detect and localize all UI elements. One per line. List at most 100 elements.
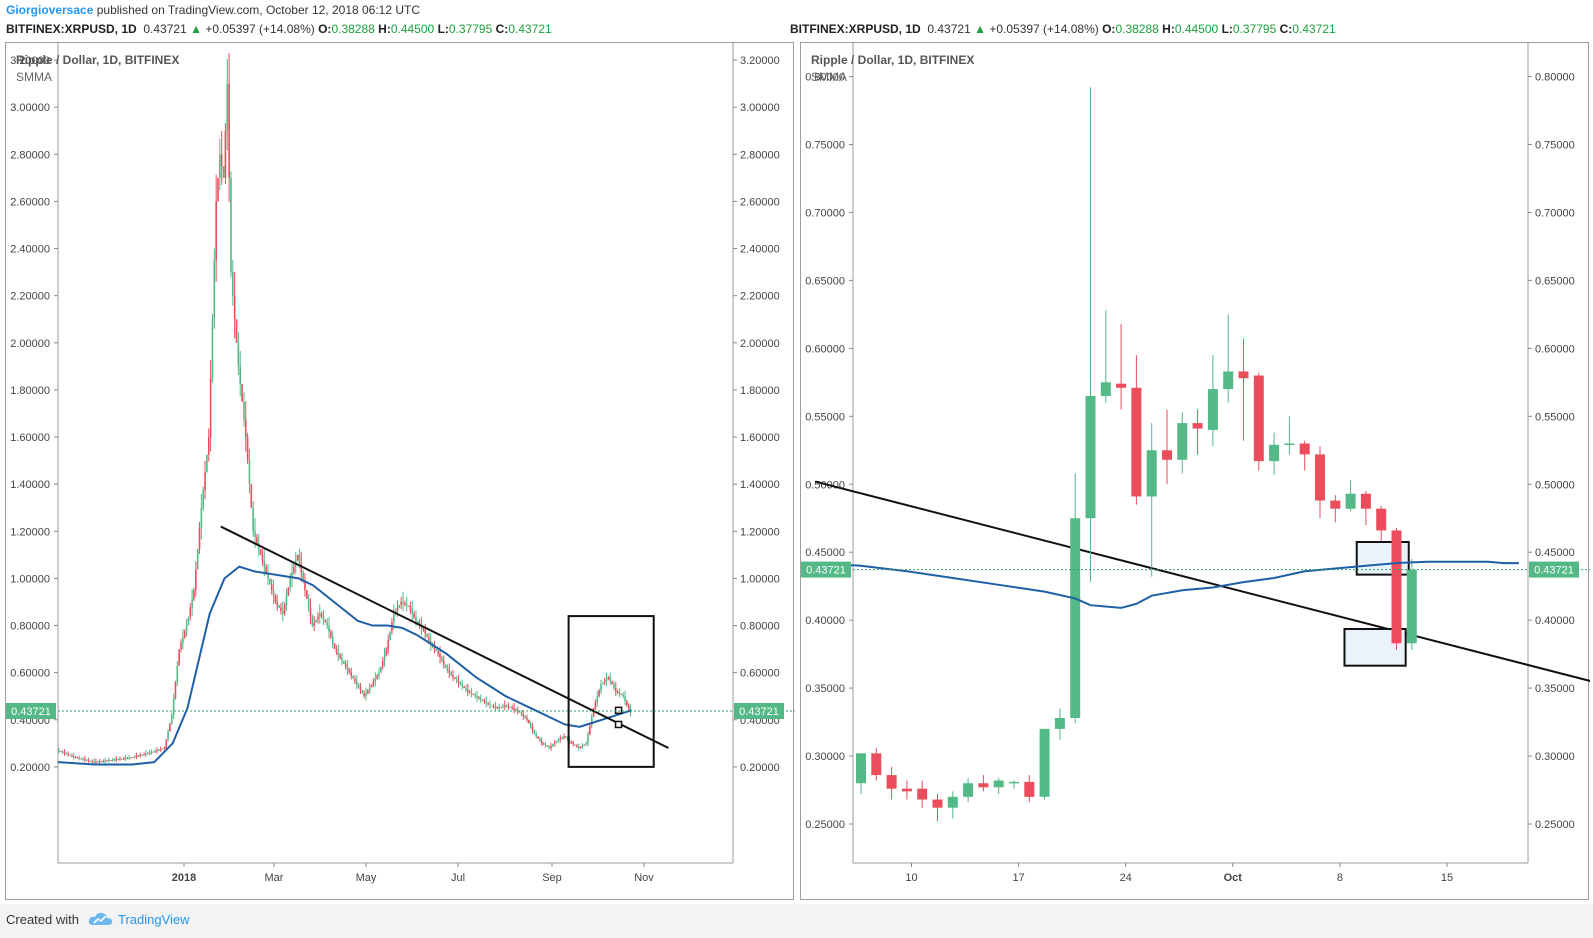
candle-body — [433, 646, 436, 650]
candle-body — [1177, 423, 1188, 460]
candle-body — [478, 697, 480, 699]
candle-body — [368, 687, 371, 691]
y-tick-label-right: 2.40000 — [740, 244, 780, 256]
candle-body — [417, 620, 419, 624]
y-tick-label-right: 1.60000 — [740, 432, 780, 444]
candle-body — [58, 750, 60, 752]
candle-body — [180, 643, 182, 650]
candle-body — [63, 752, 66, 754]
x-tick-label: Nov — [634, 872, 654, 884]
candle-body — [489, 704, 491, 706]
candle-body — [526, 717, 528, 720]
candle-body — [333, 643, 336, 650]
candle-body — [241, 384, 243, 402]
y-tick-label-right: 0.30000 — [1535, 751, 1575, 763]
x-tick-label: Mar — [265, 872, 284, 884]
candle-body — [293, 566, 295, 573]
candle-body — [122, 758, 125, 760]
candle-body — [411, 610, 414, 614]
chart-right-svg[interactable]: 0.80000 0.80000 0.75000 0.75000 0.70000 0.700… — [801, 43, 1590, 901]
highlight-box — [567, 615, 655, 768]
candle-body — [598, 690, 600, 697]
candle-body — [154, 750, 156, 752]
y-tick-label-right: 0.50000 — [1535, 479, 1575, 491]
candle-body — [1054, 717, 1065, 729]
y-tick-label-left: 0.35000 — [805, 683, 845, 695]
chart-panel-left[interactable]: 3.400003.400003.200003.200003.000003.000… — [5, 42, 795, 901]
candle-body — [219, 154, 221, 178]
candle-body — [428, 637, 430, 641]
candle-body — [856, 753, 866, 784]
y-tick-label-left: 1.60000 — [10, 432, 50, 444]
candle-body — [614, 687, 617, 692]
y-tick-label-right: 1.80000 — [740, 385, 780, 397]
candle-body — [82, 758, 84, 760]
candle-body — [513, 707, 515, 710]
candle-body — [396, 607, 399, 611]
candle-body — [330, 631, 332, 638]
candle-body — [1223, 371, 1234, 390]
candle-body — [263, 560, 266, 567]
chart-title: Ripple / Dollar, 1D, BITFINEX — [811, 53, 975, 67]
candle-body — [352, 675, 354, 679]
candle-body — [481, 699, 484, 701]
y-tick-label-right: 1.20000 — [740, 526, 780, 538]
candle-body — [383, 654, 386, 661]
candle-body — [285, 596, 288, 605]
candle-body — [217, 177, 219, 202]
chart-panel-right[interactable]: 0.80000 0.80000 0.75000 0.75000 0.70000 0.700… — [800, 42, 1590, 901]
candle-body — [355, 681, 358, 685]
candle-body — [313, 622, 316, 626]
candle-body — [132, 756, 134, 758]
candle-body — [89, 760, 92, 762]
tradingview-link[interactable]: TradingView — [118, 912, 190, 927]
candle-body — [574, 744, 576, 746]
candle-body — [176, 665, 179, 683]
candle-body — [590, 716, 593, 726]
high-value: 0.44500 — [390, 22, 435, 36]
candle-body — [233, 295, 236, 320]
x-tick-label: 10 — [905, 872, 917, 884]
candle-body — [466, 689, 469, 692]
y-tick-label-left: 0.50000 — [805, 479, 845, 491]
candle-body — [84, 759, 86, 761]
candle-body — [626, 700, 628, 706]
author-name[interactable]: Giorgioversace — [6, 3, 94, 17]
candle-body — [96, 761, 99, 763]
y-tick-label-right: 0.40000 — [1535, 615, 1575, 627]
candles-group — [58, 53, 632, 765]
tradingview-cloud-icon[interactable] — [88, 909, 114, 929]
up-arrow-icon: ▲ — [974, 22, 986, 36]
candle-body — [400, 601, 402, 605]
candle-body — [1070, 518, 1081, 718]
candle-body — [405, 604, 408, 606]
trendline — [220, 525, 669, 749]
candle-body — [189, 607, 192, 617]
y-tick-label-right: 3.20000 — [740, 55, 780, 67]
candle-body — [557, 739, 560, 741]
candle-body — [61, 751, 64, 753]
candle-body — [215, 201, 217, 261]
y-tick-label-left: 3.00000 — [10, 102, 50, 114]
candle-body — [439, 653, 441, 658]
x-tick-label: 24 — [1120, 872, 1132, 884]
chart-left-svg[interactable]: 3.400003.400003.200003.200003.000003.000… — [6, 43, 795, 901]
candle-body — [555, 740, 558, 743]
candle-body — [561, 737, 563, 739]
candle-body — [479, 698, 482, 700]
up-arrow-icon: ▲ — [190, 22, 202, 36]
candle-body — [143, 754, 145, 756]
candle-body — [91, 761, 94, 763]
candle-body — [172, 698, 175, 716]
candle-body — [1376, 508, 1387, 531]
x-tick-label: 8 — [1337, 872, 1343, 884]
candle-body — [603, 680, 606, 683]
candle-body — [170, 715, 173, 724]
candle-body — [254, 531, 256, 538]
candle-body — [627, 705, 630, 710]
y-tick-label-right: 0.75000 — [1535, 140, 1575, 152]
y-tick-label-right: 0.35000 — [1535, 683, 1575, 695]
candle-body — [600, 684, 602, 691]
low-value: 0.37795 — [448, 22, 493, 36]
candle-body — [281, 610, 284, 614]
